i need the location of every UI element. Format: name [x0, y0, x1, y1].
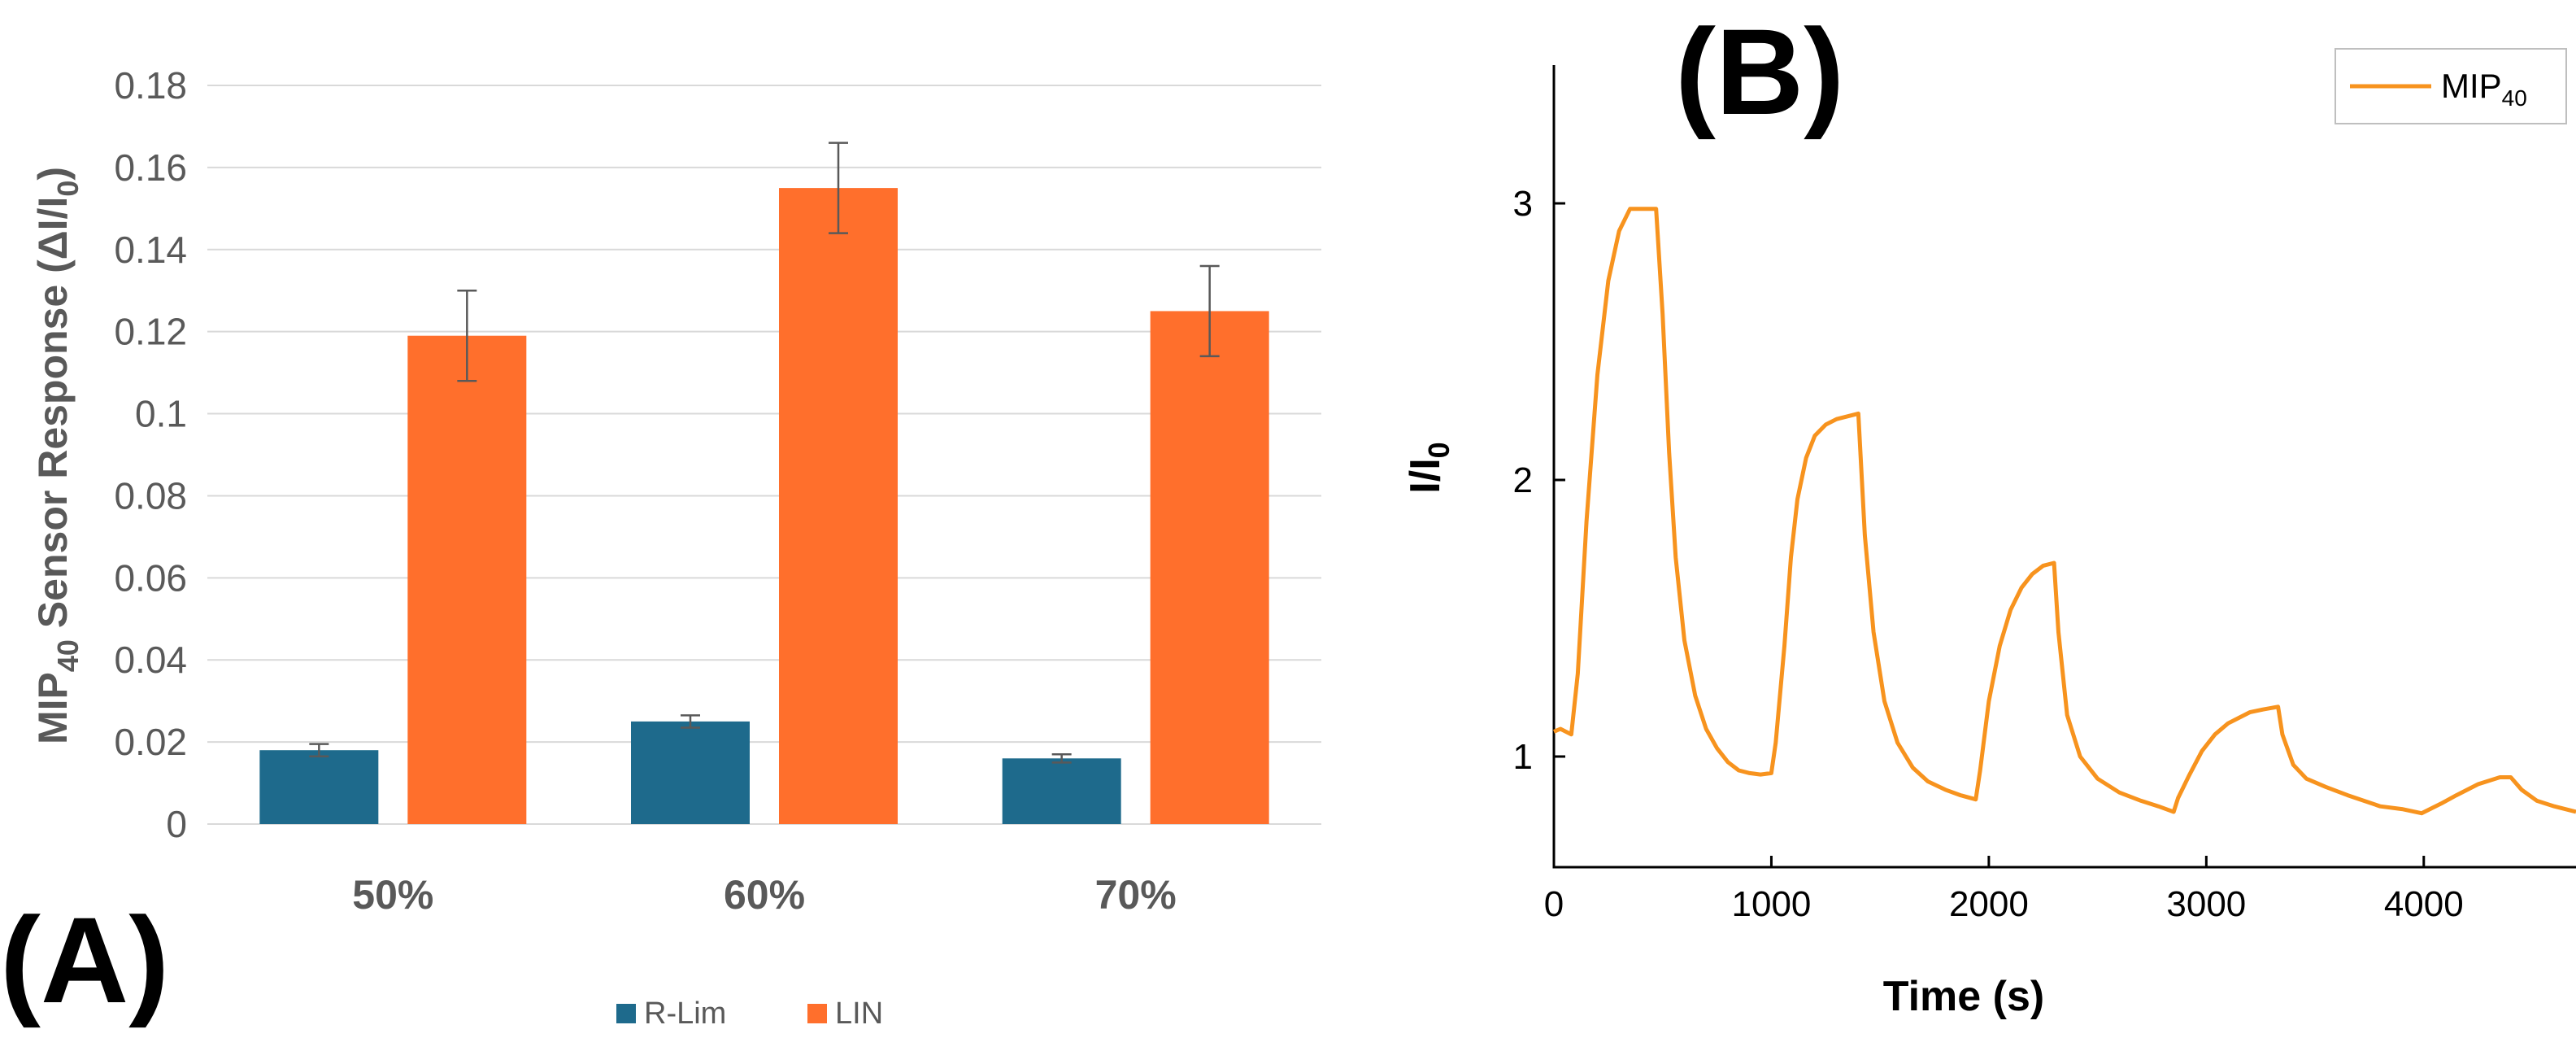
x-tick-label: 4000: [2384, 884, 2464, 924]
legend-label-mip40: MIP40: [2441, 67, 2527, 111]
bar-r-lim: [1002, 758, 1121, 824]
y-tick-label: 2: [1513, 460, 1533, 500]
error-bar-lin: [1199, 264, 1220, 358]
category-labels-a: 50% 60% 70%: [352, 872, 1176, 918]
y-tick-label: 1: [1513, 737, 1533, 777]
panel-label-b: (B): [1675, 3, 1844, 140]
x-tick-label: 1000: [1732, 884, 1812, 924]
legend-label-lin: LIN: [835, 997, 883, 1031]
error-bar-lin: [829, 142, 848, 234]
x-ticks-b: 0 1000 2000 3000 4000: [1544, 856, 2464, 924]
bar-chart-a: 0 0.02 0.04 0.06 0.08 0.1 0.12 0.14 0.16 0.18 50%…: [0, 64, 1321, 1031]
x-axis-label-b: Time (s): [1883, 973, 2044, 1020]
x-tick-label: 2000: [1949, 884, 2029, 924]
bar-r-lim: [631, 721, 750, 824]
bar-lin: [407, 335, 527, 824]
y-tick-label: 0.1: [135, 393, 187, 435]
y-tick-label: 0.02: [114, 721, 187, 763]
error-bar-r-lim: [681, 714, 700, 729]
legend-label-r-lim: R-Lim: [644, 997, 726, 1031]
x-tick-label: 3000: [2166, 884, 2246, 924]
error-bar-r-lim: [309, 743, 329, 758]
error-bar-lin: [457, 289, 477, 382]
line-chart-b: 0 1000 2000 3000 4000 1 2 3 Time (s) I/I0 MIP4…: [1402, 3, 2576, 1020]
legend-a: R-Lim LIN: [616, 997, 883, 1031]
legend-b: MIP40: [2334, 48, 2567, 124]
bars-a: [259, 188, 1269, 825]
grid-a: [207, 85, 1321, 825]
y-ticks-a: 0 0.02 0.04 0.06 0.08 0.1 0.12 0.14 0.16 0.18: [114, 64, 187, 845]
category-label: 70%: [1095, 872, 1177, 918]
panel-label-a: (A): [0, 892, 169, 1028]
error-bars-a: [309, 142, 1220, 764]
y-tick-label: 0.04: [114, 639, 187, 681]
y-ticks-b: 1 2 3: [1513, 184, 1565, 777]
axes-b: [1552, 65, 2576, 869]
series-line-mip40: [1553, 207, 2576, 816]
legend-swatch-r-lim: [616, 1004, 636, 1023]
y-axis-label-a: MIP40 Sensor Response (ΔI/I0): [30, 167, 85, 744]
y-tick-label: 0.12: [114, 311, 187, 353]
y-tick-label: 3: [1513, 184, 1533, 224]
y-tick-label: 0.16: [114, 146, 187, 189]
y-tick-label: 0.06: [114, 556, 187, 599]
x-tick-label: 0: [1544, 884, 1564, 924]
legend-swatch-lin: [807, 1004, 827, 1023]
bar-lin: [779, 188, 898, 825]
bar-lin: [1150, 311, 1269, 824]
y-tick-label: 0: [166, 803, 187, 845]
y-tick-label: 0.14: [114, 229, 187, 271]
y-tick-label: 0.08: [114, 474, 187, 517]
category-label: 60%: [724, 872, 805, 918]
bar-r-lim: [259, 750, 379, 824]
y-axis-label-b: I/I0: [1402, 442, 1456, 493]
category-label: 50%: [352, 872, 433, 918]
y-tick-label: 0.18: [114, 64, 187, 107]
error-bar-r-lim: [1051, 752, 1072, 764]
